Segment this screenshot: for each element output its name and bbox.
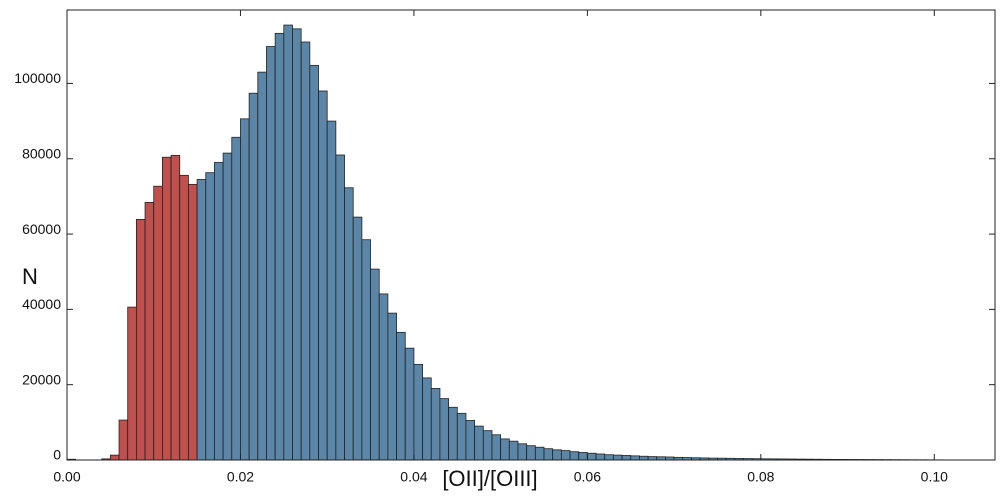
histogram-bar [456,412,467,461]
x-axis-label: [OII]/[OIII] [442,466,537,491]
histogram-bar [135,218,146,461]
histogram-bar [170,154,181,461]
x-tick-label: 0.06 [574,469,601,485]
histogram-bar [552,449,562,461]
histogram-bar [639,455,649,461]
histogram-bar [647,456,658,461]
histogram-bar [370,268,380,461]
histogram-bar [586,452,597,461]
histogram-bar [266,46,276,461]
histogram-bar [560,450,571,461]
x-tick-label: 0.10 [921,469,948,485]
y-axis-label: N [22,264,38,289]
histogram-bar [292,28,302,461]
histogram-bar [422,377,432,461]
histogram-bar [257,71,267,461]
y-tick-label: 100000 [14,70,61,86]
histogram-bar [318,90,328,461]
y-tick-label: 80000 [22,145,61,161]
histogram-bar [274,32,285,461]
histogram-bar [543,448,554,461]
histogram-bar [578,452,588,461]
y-tick-label: 60000 [22,221,61,237]
histogram-bar [474,425,484,461]
histogram-bar [491,434,502,461]
histogram-bar [231,136,241,461]
x-tick-label: 0.08 [747,469,774,485]
histogram-bar [309,64,319,461]
plot-frame [66,9,996,461]
histogram-bar [361,239,371,461]
y-tick-label: 40000 [22,296,61,312]
histogram-bar [404,347,415,461]
histogram-bar [526,445,536,461]
histogram-bar [465,420,476,461]
histogram-bar [188,183,198,461]
histogram-bar [283,24,293,461]
histogram-bar [612,454,623,461]
histogram-bar [595,453,606,461]
histogram-bar [569,451,580,461]
histogram-bar [144,202,155,461]
histogram-bar [413,363,423,461]
histogram-bar [387,312,397,461]
histogram-bar [179,174,189,461]
histogram-bar [127,306,137,461]
histogram-bar [109,454,120,461]
histogram-bar [430,388,441,461]
histogram-bar [214,162,224,461]
histogram-bar [621,455,632,461]
histogram-bar [335,154,345,461]
histogram-bar [118,419,129,461]
histogram-bar [534,446,545,461]
histogram-bar [153,185,163,461]
histogram-bar [196,179,207,461]
histogram-bar [352,216,363,461]
histogram-bar [162,156,172,461]
histogram-bar [378,293,389,461]
y-tick-label: 20000 [22,371,61,387]
histogram-bar [439,398,450,461]
histogram-bar [205,172,215,461]
histogram-bar [630,455,640,461]
histogram-bar [604,454,614,461]
histogram-bar [344,187,354,461]
histogram-bar [482,430,493,461]
histogram-bar [222,152,233,461]
x-tick-label: 0.00 [53,469,80,485]
histogram-bar [240,118,250,461]
histogram-bar [396,331,406,461]
histogram-bar [300,41,311,461]
x-tick-label: 0.04 [400,469,427,485]
y-tick-label: 0 [53,447,61,463]
histogram-bar [248,92,259,461]
x-tick-label: 0.02 [227,469,254,485]
histogram-bar [508,440,519,461]
histogram-bar [326,120,337,461]
histogram-bar [448,406,458,461]
histogram-bar [517,443,528,461]
histogram-bar [500,438,510,461]
